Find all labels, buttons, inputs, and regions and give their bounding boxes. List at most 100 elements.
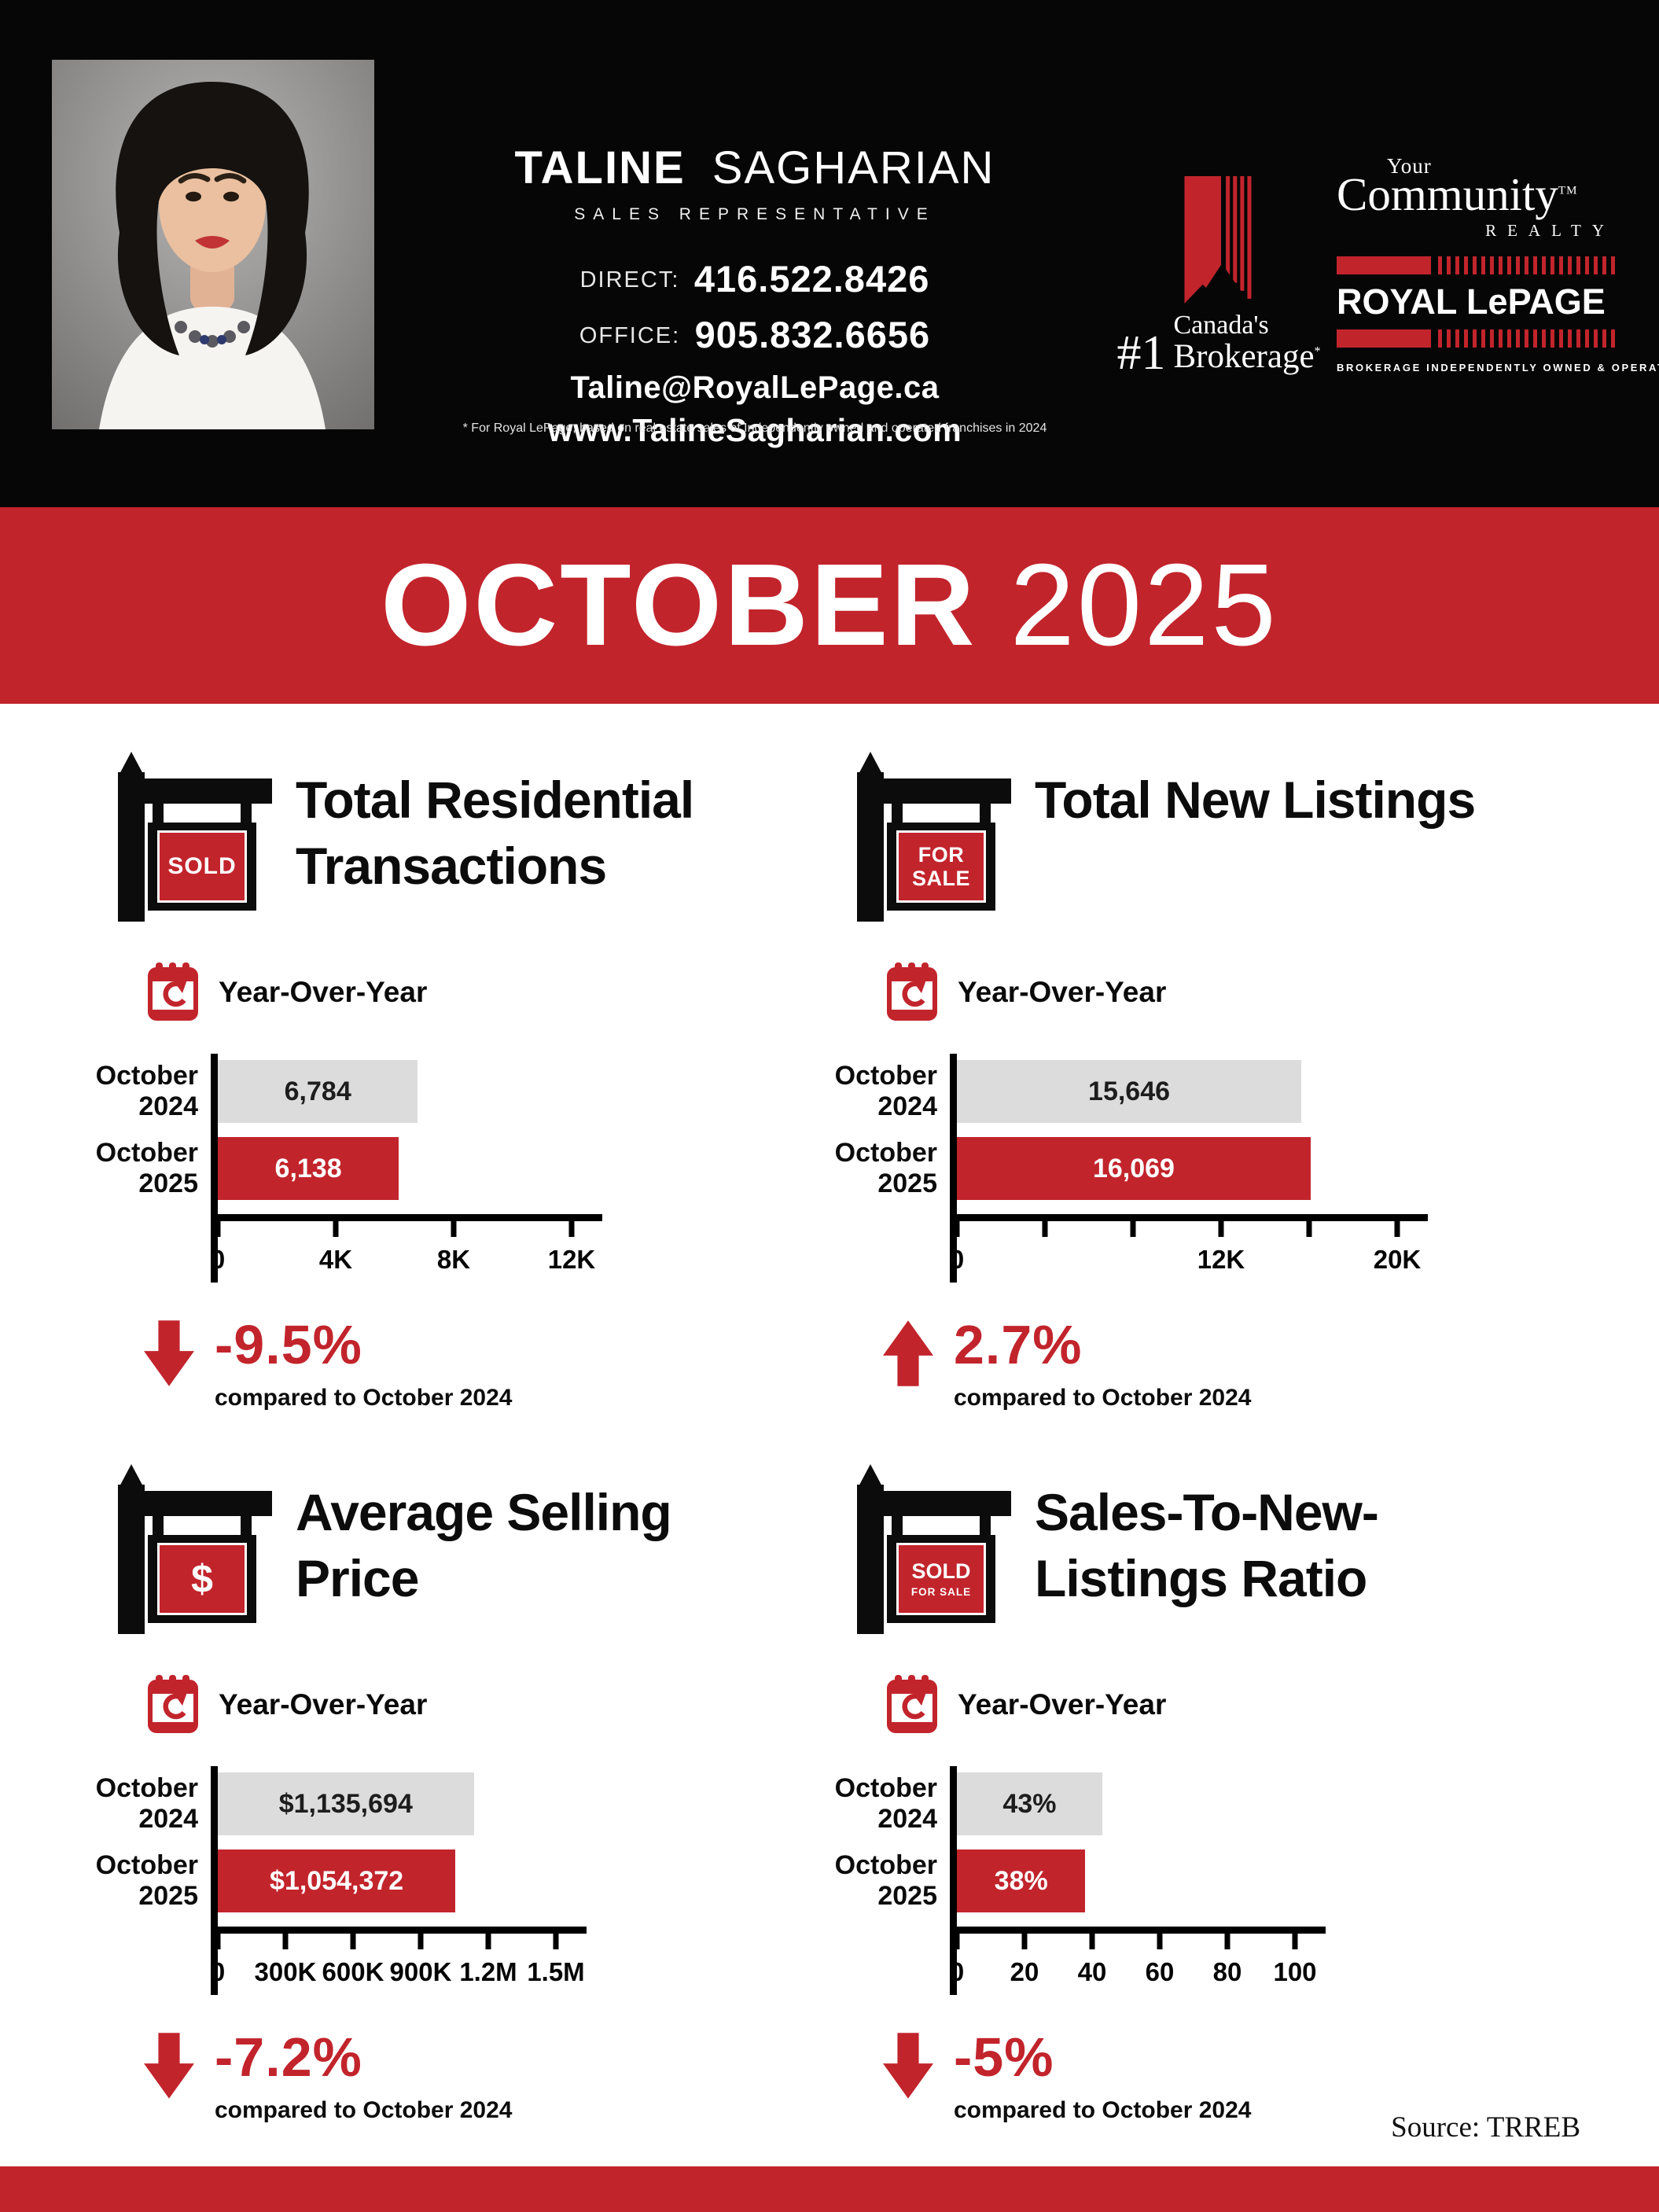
chart-category-label-line: October [95,1849,198,1880]
agent-name: TALINE SAGHARIAN [429,142,1081,194]
chart-bar: 6,784 [218,1060,418,1123]
year-over-year-row: Year-Over-Year [887,1675,1532,1735]
axis-tick-label: 300K [254,1957,317,1986]
direct-phone-line: DIRECT: 416.522.8426 [429,257,1081,300]
change-row: 2.7% compared to October 2024 [883,1317,1532,1411]
change-row: -7.2% compared to October 2024 [144,2030,793,2124]
stat-module: FOR SALE Total New Listings Year-Over-Yea… [808,749,1532,1411]
axis-tick [215,1934,221,1949]
chart-category-label-line: 2024 [877,1091,937,1121]
royal-lepage-ribbon-icon [1184,176,1252,304]
chart-bar: $1,135,694 [218,1772,474,1835]
axis-tick-label: 4K [318,1245,353,1274]
axis-tick-label: 40 [1077,1957,1107,1986]
office-label: OFFICE: [579,323,681,348]
axis-tick [215,1221,221,1237]
chart-bar: $1,054,372 [218,1849,456,1912]
sign-label: $ [157,1543,247,1615]
chart-category-label-line: 2024 [877,1804,937,1834]
chart-x-axis: 0 20 40 60 80 100 [950,1927,1326,1995]
year-over-year-row: Year-Over-Year [148,962,793,1022]
chart-category-label-line: 2025 [138,1881,198,1911]
chart-category-label-line: October [834,1772,937,1803]
year-over-year-label: Year-Over-Year [958,1688,1167,1721]
axis-tick [418,1934,424,1949]
axis-tick-label: 0 [949,1957,965,1986]
chart-category-label-line: October [834,1849,937,1880]
change-note: compared to October 2024 [215,1385,513,1411]
axis-tick [1021,1934,1028,1949]
chart-plot-area: 15,646 16,069 0 12K 20K [950,1054,1428,1283]
module-title: Total Residential Transactions [296,767,694,900]
axis-tick [954,1221,960,1237]
agent-photo [52,60,374,429]
chart-bars: 15,646 16,069 [957,1060,1428,1200]
sign-label-line: FOR SALE [910,1586,972,1599]
year-over-year-calendar-icon [887,962,937,1021]
up-arrow-icon [883,1320,933,1386]
change-text: -9.5% compared to October 2024 [215,1317,512,1411]
axis-tick-label: 20 [1010,1957,1039,1986]
banner-month: OCTOBER [381,540,977,670]
direct-phone-number: 416.522.8426 [693,258,930,300]
chart-x-axis: 0 12K 20K [950,1214,1428,1283]
chart-category-labels: October 2024 October 2025 [808,1054,950,1283]
axis-tick [1130,1221,1136,1237]
stat-module: $ Average Selling Price Year-Over-Year Oc… [69,1461,793,2124]
agent-role: SALES REPRESENTATIVE [574,205,936,223]
chart-x-axis: 0 300K 600K 900K 1.2M 1.5M [211,1927,587,1995]
axis-tick [282,1934,289,1949]
sign-label-line: SALE [911,867,970,890]
change-text: -5% compared to October 2024 [954,2030,1251,2124]
office-phone-number: 905.832.6656 [694,314,931,355]
stat-module: SOLD FOR SALE Sales-To-New- Listings Ratio… [808,1461,1532,2124]
chart-category-labels: October 2024 October 2025 [808,1766,950,1995]
axis-tick [1292,1934,1298,1949]
chart-bar: 6,138 [218,1137,399,1200]
change-text: -7.2% compared to October 2024 [215,2030,512,2124]
month-banner: OCTOBER 2025 [0,507,1659,704]
sign-label-line: $ [191,1557,213,1601]
red-stripes [1438,329,1620,348]
agent-first-name: TALINE [514,142,686,193]
sign-post-icon: SOLD [118,749,275,922]
axis-tick-label: 12K [547,1245,596,1274]
community-wordmark: Your CommunityTM REALTY [1337,154,1620,241]
chart-category-label-line: 2025 [877,1169,937,1198]
chart-category-labels: October 2024 October 2025 [69,1054,211,1283]
brand-your: Your [1387,154,1432,178]
module-title-line: Total Residential [296,771,694,829]
change-percent: -7.2% [215,2026,362,2088]
axis-tick-label: 0 [949,1245,965,1274]
chart-category-label-line: October [834,1060,937,1091]
chart-category-label: October 2024 [69,1772,198,1835]
down-arrow-icon [144,2033,194,2099]
sign-post-icon: FOR SALE [857,749,1014,922]
module-header: SOLD Total Residential Transactions [69,749,793,922]
down-arrow-icon [144,1320,194,1386]
chart-category-label: October 2025 [808,1849,937,1912]
chart-category-label: October 2025 [69,1849,198,1912]
banner-year: 2025 [1010,540,1278,670]
axis-tick [451,1221,457,1237]
module-title: Total New Listings [1035,767,1476,834]
sign-label-line: SOLD [167,853,237,879]
brand-community: CommunityTM [1337,168,1578,220]
chart-category-label: October 2024 [808,1772,937,1835]
chart-category-label-line: 2024 [138,1091,198,1121]
chart-category-label: October 2024 [69,1060,198,1123]
contact-block: TALINE SAGHARIAN SALES REPRESENTATIVE DI… [429,142,1081,449]
chart-category-label-line: October [95,1772,198,1803]
royal-lepage-bottom-bars [1337,329,1620,348]
number-one-brokerage-badge: #1 Canada's Brokerage* [1116,176,1321,377]
bar-chart: October 2024 October 2025 15,646 16,069 0 12K… [808,1054,1532,1283]
module-header: SOLD FOR SALE Sales-To-New- Listings Ratio [808,1461,1532,1634]
chart-category-label: October 2025 [808,1137,937,1200]
change-row: -9.5% compared to October 2024 [144,1317,793,1411]
axis-tick [1089,1934,1095,1949]
agent-website: www.TalineSagharian.com [547,412,962,448]
royal-lepage-top-bars [1337,256,1620,274]
stat-module: SOLD Total Residential Transactions Year-… [69,749,793,1411]
badge-line-brokerage: Brokerage* [1173,337,1321,375]
axis-tick [1042,1221,1048,1237]
